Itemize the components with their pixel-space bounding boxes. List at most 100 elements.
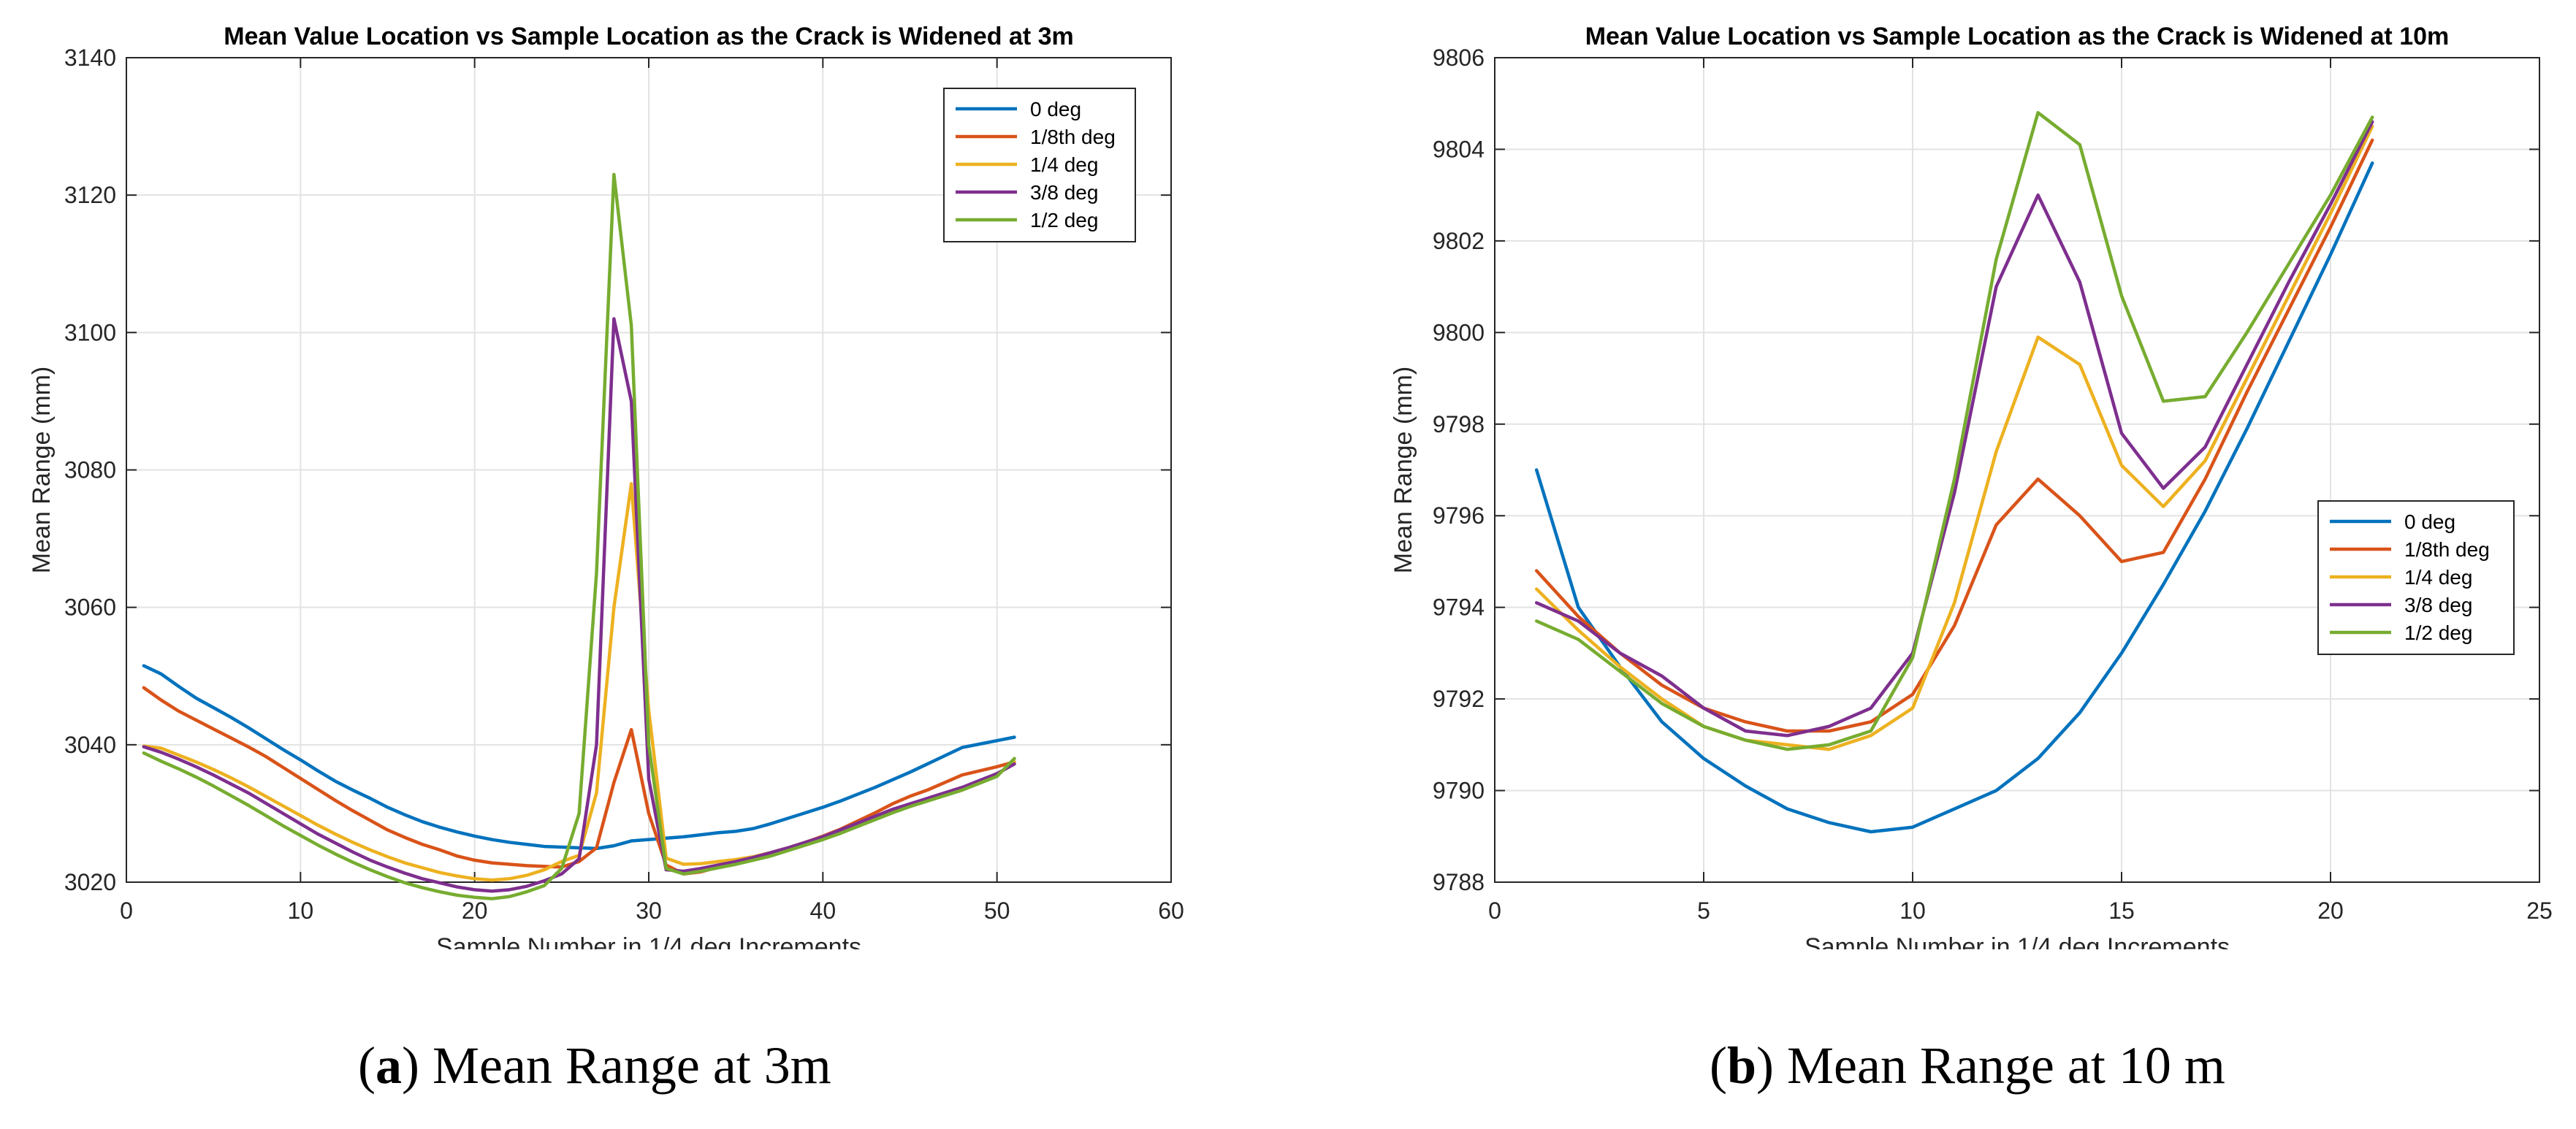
chart-a-data-point-1-8th-deg <box>438 849 441 851</box>
chart-b-data-point-0-deg <box>2329 253 2332 256</box>
chart-a-data-point-1-2-deg <box>647 743 650 746</box>
chart-b-x-axis-label: Sample Number in 1/4 deg Increments <box>1805 933 2230 949</box>
chart-a-data-point-1-2-deg <box>943 795 946 797</box>
chart-a-data-point-1-2-deg <box>578 812 580 815</box>
chart-b-data-point-1-8th-deg <box>1954 624 1956 627</box>
chart-b-data-point-1-2-deg <box>2162 400 2165 402</box>
chart-a-data-point-3-8-deg <box>734 860 737 862</box>
chart-a-data-point-1-2-deg <box>160 760 162 762</box>
chart-a-x-tick-label: 30 <box>636 898 662 924</box>
chart-b-data-point-1-4-deg <box>1870 735 1872 737</box>
chart-a-data-point-1-8th-deg <box>386 829 389 831</box>
chart-b-data-point-1-2-deg <box>1619 670 1621 673</box>
chart-b-axes-box <box>1494 57 2540 883</box>
chart-b-x-tick-label: 20 <box>2317 898 2344 924</box>
chart-b-data-point-1-8th-deg <box>2287 308 2290 311</box>
chart-b-legend-label-1-4-deg: 1/4 deg <box>2404 566 2472 589</box>
chart-a-data-point-1-2-deg <box>404 881 406 884</box>
chart-a-data-point-1-2-deg <box>351 861 354 863</box>
chart-b-data-point-0-deg <box>1745 785 1747 787</box>
chart-a-data-point-3-8-deg <box>160 751 162 754</box>
chart-a-data-point-3-8-deg <box>909 803 911 805</box>
chart-b-data-point-1-2-deg <box>1745 739 1747 741</box>
chart-a-x-tick-label: 10 <box>288 898 314 924</box>
chart-a-data-point-1-8th-deg <box>926 789 929 792</box>
chart-b-x-tick-label: 25 <box>2526 898 2553 924</box>
chart-a-data-point-1-2-deg <box>804 843 807 846</box>
chart-a-data-point-3-8-deg <box>508 889 511 891</box>
chart-a-y-tick-label: 3080 <box>64 457 116 483</box>
chart-a-data-point-1-8th-deg <box>212 727 215 730</box>
chart-a-data-point-3-8-deg <box>369 859 371 862</box>
chart-a-data-point-3-8-deg <box>473 889 476 891</box>
chart-a-data-point-0-deg <box>1013 736 1015 738</box>
chart-b-data-point-1-8th-deg <box>1577 616 1579 618</box>
chart-a-data-point-3-8-deg <box>822 835 824 838</box>
chart-b-data-point-3-8-deg <box>2287 281 2290 283</box>
chart-a-data-point-3-8-deg <box>578 857 580 860</box>
chart-a-data-point-1-8th-deg <box>351 809 354 812</box>
chart-a-data-point-1-4-deg <box>300 814 302 816</box>
chart-a-data-point-3-8-deg <box>752 856 755 859</box>
chart-a-data-point-3-8-deg <box>647 778 650 781</box>
chart-a-data-point-1-8th-deg <box>613 781 615 784</box>
chart-a-x-tick-label: 40 <box>810 898 837 924</box>
chart-b-data-point-3-8-deg <box>2037 194 2039 196</box>
chart-b-data-point-1-8th-deg <box>2078 515 2081 517</box>
chart-a-data-point-1-2-deg <box>316 843 319 846</box>
chart-b-data-point-3-8-deg <box>1619 652 1621 654</box>
chart-a-data-point-1-4-deg <box>334 833 337 835</box>
chart-a-legend-label-1-4-deg: 1/4 deg <box>1030 153 1098 176</box>
chart-b-data-point-3-8-deg <box>1577 620 1579 622</box>
chart-b-data-point-1-8th-deg <box>2371 139 2374 142</box>
chart-a-data-point-0-deg <box>874 786 877 789</box>
chart-b-data-point-1-8th-deg <box>1661 684 1663 686</box>
chart-b-data-point-3-8-deg <box>2204 445 2206 448</box>
chart-b-data-point-0-deg <box>1911 826 1914 828</box>
caption-b: (b) Mean Range at 10 m <box>1710 1036 2225 1095</box>
chart-a-data-point-0-deg <box>769 822 772 825</box>
chart-b-data-point-1-4-deg <box>2329 213 2332 215</box>
chart-a-y-tick-label: 3120 <box>64 182 116 208</box>
chart-b-data-point-0-deg <box>1786 808 1788 810</box>
chart-a-data-point-0-deg <box>264 738 267 740</box>
chart-a-data-point-3-8-deg <box>769 851 772 854</box>
chart-a-data-point-1-8th-deg <box>647 812 650 815</box>
caption-a: (a) Mean Range at 3m <box>358 1036 831 1095</box>
chart-b-data-point-0-deg <box>1828 822 1830 824</box>
chart-a-data-point-3-8-deg <box>264 802 267 805</box>
chart-a-data-point-0-deg <box>351 789 354 792</box>
chart-b-mean-range-10m: 0 5 10 15 20 25 9788 9790 9792 9794 9796 9798 9800 98… <box>1390 23 2553 949</box>
chart-a-x-axis-label: Sample Number in 1/4 deg Increments <box>436 933 861 949</box>
chart-a-y-tick-label: 3140 <box>64 45 116 71</box>
chart-a-data-point-3-8-deg <box>682 870 685 873</box>
chart-b-data-point-1-8th-deg <box>2120 560 2123 563</box>
chart-a-data-point-0-deg <box>961 746 964 749</box>
chart-b-data-point-3-8-deg <box>2246 364 2248 366</box>
chart-a-data-point-1-2-deg <box>630 324 633 327</box>
chart-a-data-point-1-2-deg <box>665 867 668 870</box>
chart-b-data-point-0-deg <box>2204 510 2206 513</box>
chart-a-data-point-0-deg <box>787 817 789 819</box>
chart-a-data-point-3-8-deg <box>247 792 250 794</box>
chart-a-data-point-3-8-deg <box>560 873 563 875</box>
chart-a-data-point-3-8-deg <box>804 841 807 843</box>
chart-a-data-point-1-4-deg <box>630 483 633 485</box>
chart-a-data-point-1-2-deg <box>543 884 546 887</box>
chart-b-y-tick-label: 9798 <box>1433 411 1485 437</box>
chart-a-data-point-0-deg <box>438 826 441 828</box>
chart-b-y-tick-label: 9806 <box>1433 45 1485 71</box>
chart-a-data-point-0-deg <box>247 727 250 729</box>
chart-b-data-point-1-4-deg <box>2287 294 2290 297</box>
chart-a-data-point-0-deg <box>229 716 232 719</box>
chart-a-data-point-1-2-deg <box>178 768 180 770</box>
chart-a-data-point-3-8-deg <box>525 885 528 887</box>
chart-a-data-point-0-deg <box>142 665 145 667</box>
chart-a-data-point-3-8-deg <box>856 822 859 824</box>
chart-a-data-point-1-4-deg <box>282 805 284 807</box>
chart-a-data-point-1-8th-deg <box>142 686 145 689</box>
chart-a-data-point-3-8-deg <box>961 786 964 789</box>
chart-b-legend-label-3-8-deg: 3/8 deg <box>2404 594 2472 616</box>
chart-b-data-point-1-2-deg <box>2120 294 2123 297</box>
chart-a-data-point-1-2-deg <box>961 789 964 792</box>
